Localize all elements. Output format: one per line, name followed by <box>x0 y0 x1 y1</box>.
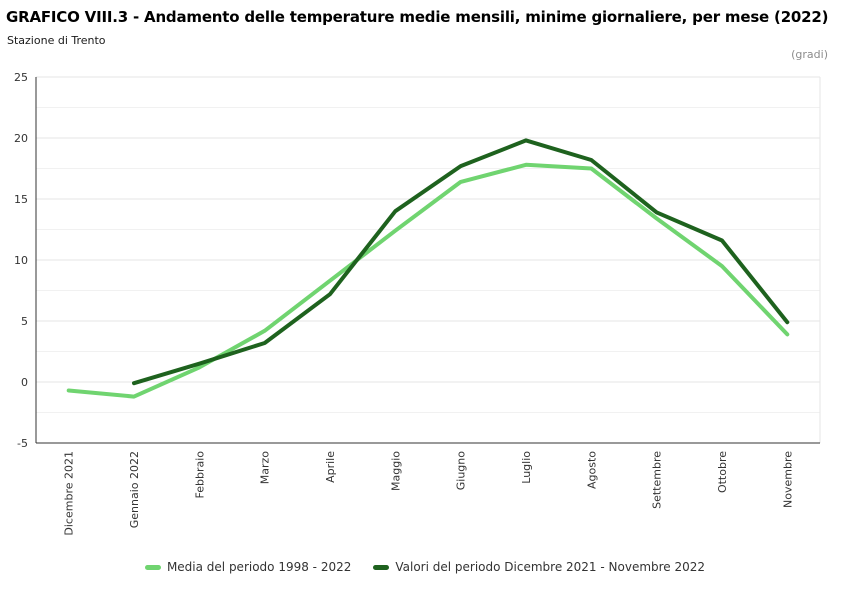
x-axis-category-label: Luglio <box>520 451 533 484</box>
x-axis-category-label: Novembre <box>781 451 794 508</box>
y-axis-tick-label: -5 <box>17 437 28 450</box>
x-axis-category-label: Giugno <box>455 451 468 491</box>
series-line-1[interactable] <box>132 138 790 386</box>
y-axis-tick-label: 0 <box>21 376 28 389</box>
legend-item-0[interactable]: Media del periodo 1998 - 2022 <box>144 560 352 574</box>
y-axis-tick-label: 5 <box>21 315 28 328</box>
legend-item-1[interactable]: Valori del periodo Dicembre 2021 - Novem… <box>373 560 705 574</box>
legend-marker-icon <box>373 564 390 570</box>
legend-label: Media del periodo 1998 - 2022 <box>166 560 352 574</box>
x-axis-category-label: Aprile <box>324 451 337 483</box>
chart-title: GRAFICO VIII.3 - Andamento delle tempera… <box>6 8 829 26</box>
x-axis-category-label: Ottobre <box>716 451 729 493</box>
x-axis-category-label: Marzo <box>259 451 272 485</box>
y-axis-tick-label: 20 <box>14 132 28 145</box>
unit-label: (gradi) <box>791 48 828 61</box>
x-axis-category-label: Dicembre 2021 <box>63 451 76 536</box>
chart-subtitle: Stazione di Trento <box>7 34 106 47</box>
y-axis-tick-label: 15 <box>14 193 28 206</box>
y-axis-tick-label: 25 <box>14 71 28 84</box>
x-axis-category-label: Settembre <box>651 451 664 509</box>
y-axis-tick-label: 10 <box>14 254 28 267</box>
x-axis-category-label: Febbraio <box>193 451 206 499</box>
series-line-0[interactable] <box>66 162 790 399</box>
x-axis-category-label: Maggio <box>389 451 402 491</box>
x-axis-category-label: Gennaio 2022 <box>128 451 141 528</box>
x-axis-category-label: Agosto <box>585 451 598 489</box>
legend-marker-icon <box>144 564 161 570</box>
legend-label: Valori del periodo Dicembre 2021 - Novem… <box>395 560 706 574</box>
legend: Media del periodo 1998 - 2022 Valori del … <box>0 560 850 574</box>
